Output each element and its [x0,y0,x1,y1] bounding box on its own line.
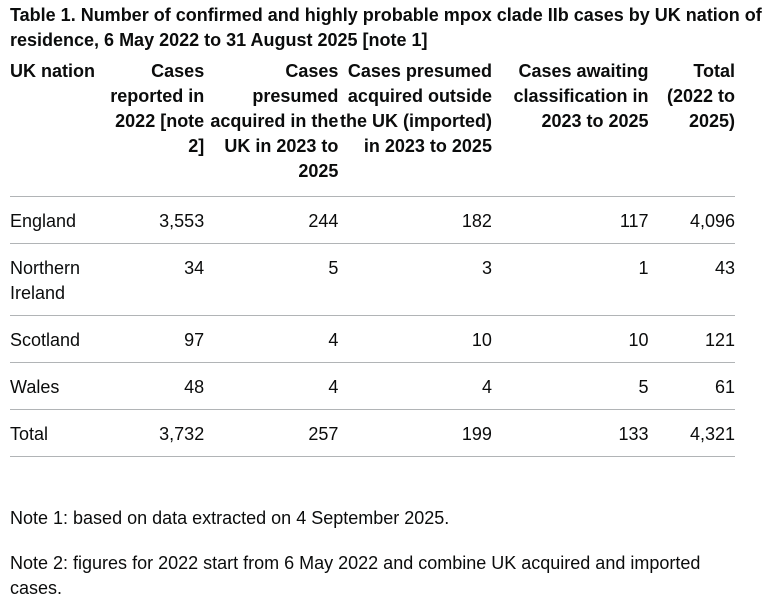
table-row: Northern Ireland 34 5 3 1 43 [10,243,735,316]
cell-cases-imported: 199 [338,409,492,457]
table-row-total: Total 3,732 257 199 133 4,321 [10,409,735,457]
cell-total: 121 [648,315,735,363]
cell-cases-2022: 3,553 [96,196,205,244]
table-row: Wales 48 4 4 5 61 [10,362,735,410]
header-uk-nation: UK nation [10,59,97,197]
cases-table: UK nation Cases reported in 2022 [note 2… [10,59,735,457]
cell-total: 4,321 [648,409,735,457]
cell-cases-imported: 3 [338,243,492,316]
row-nation: Northern Ireland [10,243,97,316]
table-row: Scotland 97 4 10 10 121 [10,315,735,363]
cell-cases-imported: 4 [338,362,492,410]
cell-total: 4,096 [648,196,735,244]
cell-cases-acquired-uk: 244 [204,196,339,244]
header-row: UK nation Cases reported in 2022 [note 2… [10,59,735,197]
header-cases-awaiting: Cases awaiting classification in 2023 to… [491,59,649,197]
note-1: Note 1: based on data extracted on 4 Sep… [10,508,450,528]
cell-cases-acquired-uk: 257 [204,409,339,457]
cell-cases-imported: 10 [338,315,492,363]
cell-cases-2022: 3,732 [96,409,205,457]
header-cases-acquired-uk: Cases presumed acquired in the UK in 202… [204,59,339,197]
note-2: Note 2: figures for 2022 start from 6 Ma… [10,553,701,598]
cell-cases-2022: 34 [96,243,205,316]
table-row: England 3,553 244 182 117 4,096 [10,196,735,244]
cell-cases-imported: 182 [338,196,492,244]
cell-cases-acquired-uk: 4 [204,315,339,363]
cell-cases-awaiting: 133 [491,409,649,457]
row-nation: Wales [10,362,97,410]
cell-cases-2022: 48 [96,362,205,410]
cell-total: 61 [648,362,735,410]
header-total: Total (2022 to 2025) [648,59,735,197]
row-nation: England [10,196,97,244]
cell-cases-awaiting: 1 [491,243,649,316]
cell-cases-acquired-uk: 4 [204,362,339,410]
cell-cases-2022: 97 [96,315,205,363]
row-nation: Scotland [10,315,97,363]
table-caption: Table 1. Number of confirmed and highly … [10,5,762,50]
cell-cases-awaiting: 117 [491,196,649,244]
cell-total: 43 [648,243,735,316]
row-nation: Total [10,409,97,457]
cell-cases-awaiting: 10 [491,315,649,363]
cell-cases-awaiting: 5 [491,362,649,410]
header-cases-2022: Cases reported in 2022 [note 2] [96,59,205,197]
header-cases-imported: Cases presumed acquired outside the UK (… [338,59,492,197]
cell-cases-acquired-uk: 5 [204,243,339,316]
